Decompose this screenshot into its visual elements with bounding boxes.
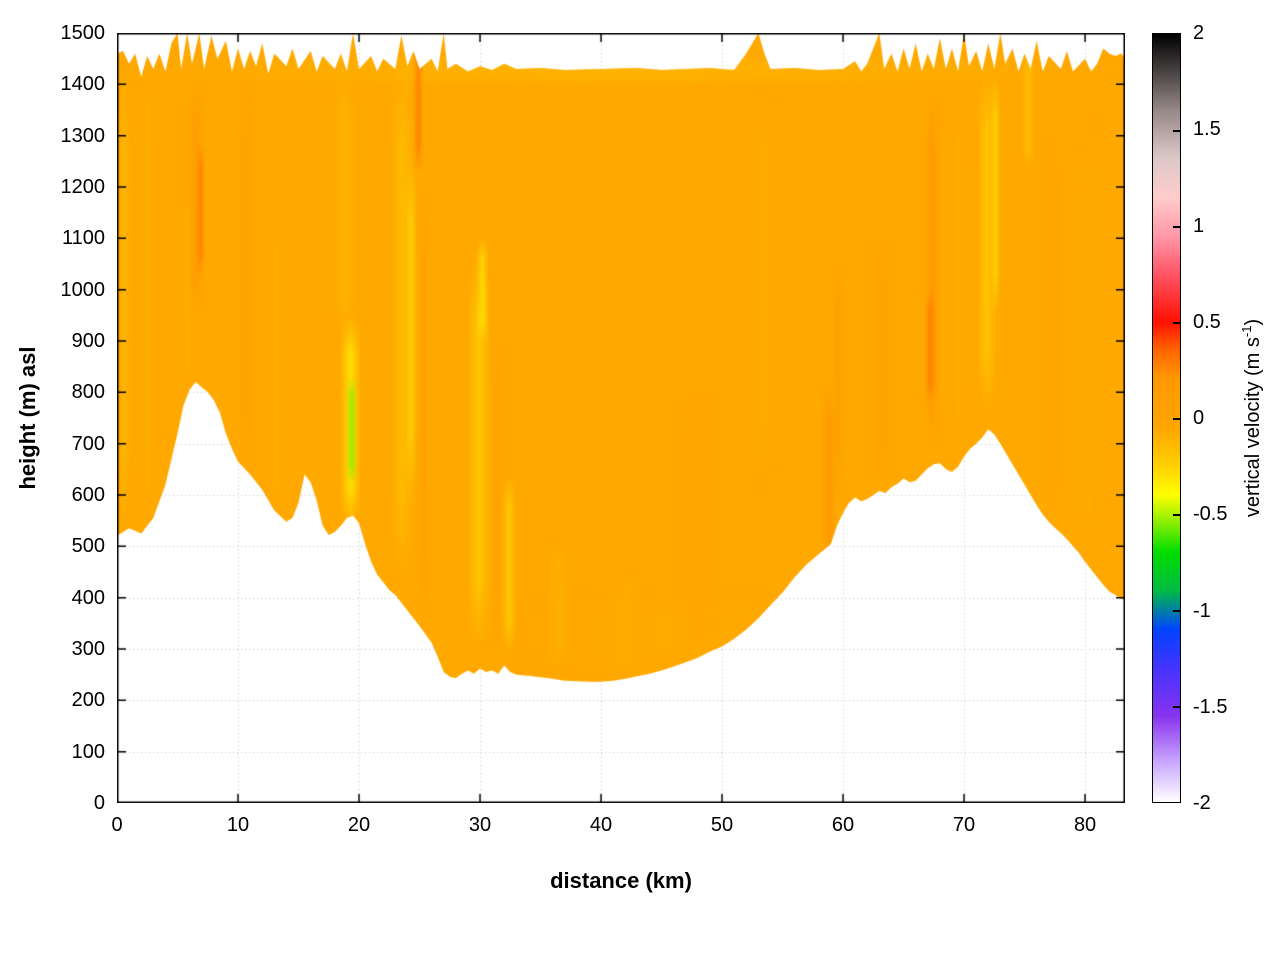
plot-area: [117, 33, 1125, 803]
colorbar-tick-mark: [1173, 418, 1180, 420]
colorbar-tick-mark: [1173, 322, 1180, 324]
colorbar-tick-label: -0.5: [1193, 503, 1228, 526]
y-tick-label: 1400: [60, 73, 106, 96]
colorbar-tick-label: 0.5: [1193, 310, 1221, 333]
x-axis-label: distance (km): [550, 868, 692, 893]
colorbar-tick-label: 1.5: [1193, 118, 1221, 141]
colorbar-tick-label: 1: [1193, 214, 1205, 237]
y-tick-label: 500: [71, 535, 105, 558]
x-tick-label: 40: [589, 814, 613, 836]
colorbar-tick-label: -1: [1193, 599, 1211, 622]
y-tick-label: 300: [71, 638, 105, 660]
colorbar-label-close: ): [1241, 318, 1264, 326]
colorbar-tick-label: -1.5: [1193, 695, 1228, 718]
x-tick-label: 0: [111, 814, 123, 836]
colorbar-tick-mark: [1173, 514, 1180, 516]
colorbar-tick-mark: [1173, 130, 1180, 132]
y-tick-label: 1000: [60, 278, 106, 301]
y-tick-label: 400: [71, 586, 105, 609]
x-tick-label: 60: [831, 814, 855, 836]
colorbar-label-superscript: -1: [1239, 325, 1255, 338]
x-tick-label: 30: [468, 814, 492, 836]
x-tick-label: 10: [226, 814, 250, 836]
y-axis-label: height (m) asl: [15, 346, 40, 490]
y-tick-label: 1100: [61, 227, 105, 250]
colorbar-tick-label: 0: [1193, 407, 1205, 429]
x-tick-label: 80: [1073, 814, 1097, 836]
colorbar-tick-label: 2: [1193, 22, 1205, 44]
y-tick-label: 0: [93, 792, 105, 814]
y-tick-label: 100: [71, 740, 105, 763]
colorbar-gradient: [1152, 33, 1181, 803]
y-tick-label: 1200: [60, 176, 106, 198]
colorbar-label-text: vertical velocity (m s: [1241, 337, 1264, 518]
colorbar-tick-label: -2: [1193, 792, 1211, 814]
colorbar-tick-mark: [1173, 226, 1180, 228]
x-tick-label: 70: [952, 814, 976, 836]
y-tick-label: 200: [71, 689, 105, 712]
colorbar-tick-mark: [1173, 706, 1180, 708]
y-tick-label: 1500: [60, 22, 106, 44]
colorbar-label: vertical velocity (m s-1): [1239, 319, 1265, 517]
colorbar-tick-mark: [1173, 610, 1180, 612]
x-tick-label: 50: [710, 814, 734, 836]
y-tick-label: 1300: [60, 124, 106, 147]
heatmap-canvas: [117, 33, 1125, 803]
x-tick-label: 20: [347, 814, 371, 836]
